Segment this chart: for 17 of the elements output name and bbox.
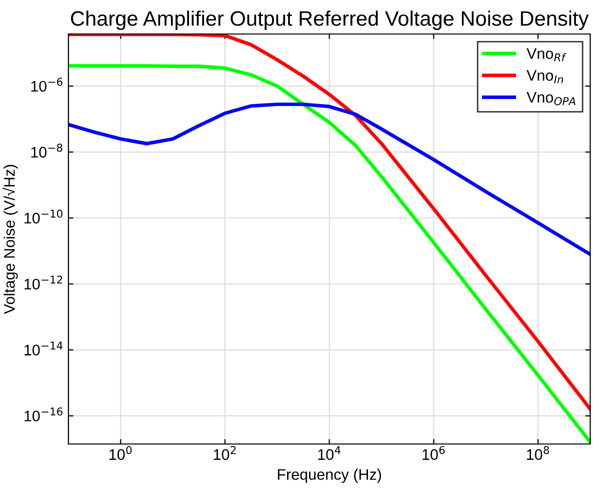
legend-label: Vno$_{Rf}$ <box>526 48 566 62</box>
x-tick-label: 10$^{4}$ <box>318 446 340 460</box>
legend-label: Vno$_{OPA}$ <box>526 92 576 106</box>
legend-label: Vno$_{In}$ <box>526 70 564 84</box>
y-tick-label: 10$^{−8}$ <box>31 144 62 158</box>
y-tick-label: 10$^{−10}$ <box>24 210 62 224</box>
y-tick-label: 10$^{−6}$ <box>31 78 62 92</box>
x-axis-title: Frequency (Hz) <box>278 468 382 483</box>
y-tick-label: 10$^{−12}$ <box>24 276 62 290</box>
x-tick-label: 10$^{0}$ <box>110 446 132 460</box>
chart-title: Charge Amplifier Output Referred Voltage Noise Density <box>71 10 589 30</box>
x-tick-label: 10$^{2}$ <box>214 446 236 460</box>
x-tick-label: 10$^{8}$ <box>526 446 550 460</box>
y-tick-label: 10$^{−16}$ <box>24 407 62 422</box>
x-tick-label: 10$^{6}$ <box>422 446 445 460</box>
y-axis-title: Voltage Noise (V/√Hz) <box>2 164 18 314</box>
y-tick-label: 10$^{−14}$ <box>24 342 62 356</box>
